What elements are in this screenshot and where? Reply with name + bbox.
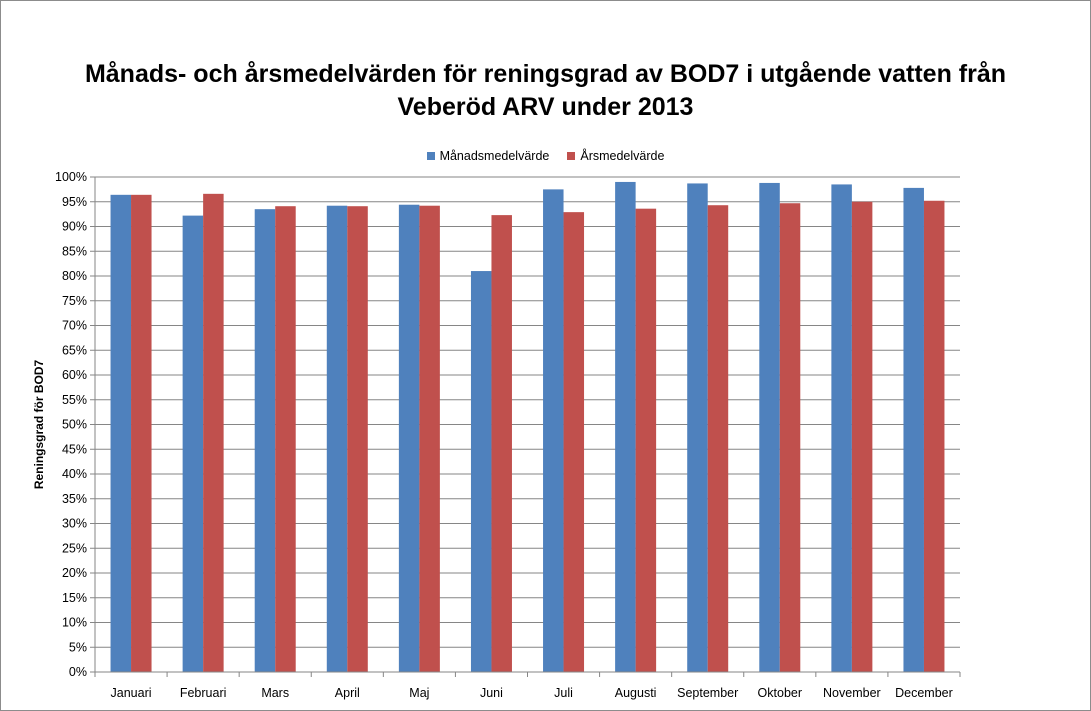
y-tick-label: 80% [62, 269, 87, 283]
legend-swatch-monthly [426, 152, 435, 160]
y-tick-label: 85% [62, 244, 87, 258]
x-tick-label: Juli [554, 686, 573, 700]
y-tick-label: 70% [62, 319, 87, 333]
x-tick-label: Juni [480, 686, 503, 700]
y-tick-label: 25% [62, 541, 87, 555]
legend-item-monthly: Månadsmedelvärde [426, 149, 550, 163]
bar-yearly [635, 208, 657, 672]
legend-label-yearly: Årsmedelvärde [580, 149, 665, 163]
bar-monthly [831, 184, 852, 673]
y-axis-title: Reningsgrad för BOD7 [32, 360, 46, 490]
y-tick-label: 40% [62, 467, 87, 481]
bar-yearly [779, 203, 801, 673]
bar-monthly [182, 215, 204, 673]
y-tick-label: 15% [62, 591, 87, 605]
y-tick-label: 50% [62, 418, 87, 432]
x-tick-label: Januari [111, 686, 152, 700]
y-tick-label: 35% [62, 492, 87, 506]
bar-yearly [347, 206, 368, 672]
bar-monthly [254, 209, 276, 673]
bar-monthly [110, 194, 132, 672]
y-tick-label: 30% [62, 517, 87, 531]
chart-legend: Månadsmedelvärde Årsmedelvärde [0, 149, 1091, 163]
y-tick-label: 60% [62, 368, 87, 382]
bar-monthly [687, 183, 708, 672]
y-tick-label: 20% [62, 566, 87, 580]
x-tick-label: April [335, 686, 360, 700]
x-tick-label: November [823, 686, 881, 700]
bar-yearly [707, 205, 729, 672]
bar-monthly [543, 189, 564, 672]
bar-monthly [615, 181, 636, 672]
chart-title: Månads- och årsmedelvärden för reningsgr… [0, 58, 1091, 124]
legend-swatch-yearly [567, 152, 576, 160]
x-tick-label: Maj [409, 686, 429, 700]
bar-monthly [903, 187, 924, 672]
x-tick-label: Februari [180, 686, 227, 700]
bar-yearly [275, 206, 296, 672]
y-tick-label: 100% [55, 170, 87, 184]
bar-monthly [470, 271, 492, 672]
x-tick-label: Augusti [615, 686, 657, 700]
bar-yearly [851, 201, 873, 672]
bar-yearly [563, 212, 585, 672]
y-tick-label: 5% [69, 640, 87, 654]
y-tick-label: 95% [62, 195, 87, 209]
bar-monthly [759, 182, 780, 672]
y-tick-label: 75% [62, 294, 87, 308]
bar-yearly [923, 200, 945, 672]
y-tick-label: 65% [62, 343, 87, 357]
bar-yearly [131, 194, 152, 672]
x-tick-label: Mars [261, 686, 289, 700]
y-tick-label: 55% [62, 393, 87, 407]
y-tick-label: 0% [69, 665, 87, 679]
legend-label-monthly: Månadsmedelvärde [439, 149, 550, 163]
x-tick-label: September [677, 686, 738, 700]
y-tick-label: 45% [62, 442, 87, 456]
bar-monthly [398, 204, 420, 672]
x-tick-label: Oktober [758, 686, 802, 700]
x-tick-label: December [895, 686, 953, 700]
y-tick-label: 10% [62, 616, 87, 630]
bar-yearly [419, 205, 440, 672]
chart-title-line-1: Månads- och årsmedelvärden för reningsgr… [84, 60, 1007, 88]
bar-yearly [203, 193, 224, 672]
bar-monthly [326, 205, 348, 672]
legend-item-yearly: Årsmedelvärde [567, 149, 664, 163]
bar-yearly [491, 215, 512, 673]
y-tick-label: 90% [62, 220, 87, 234]
chart-title-line-2: Veberöd ARV under 2013 [397, 93, 694, 121]
